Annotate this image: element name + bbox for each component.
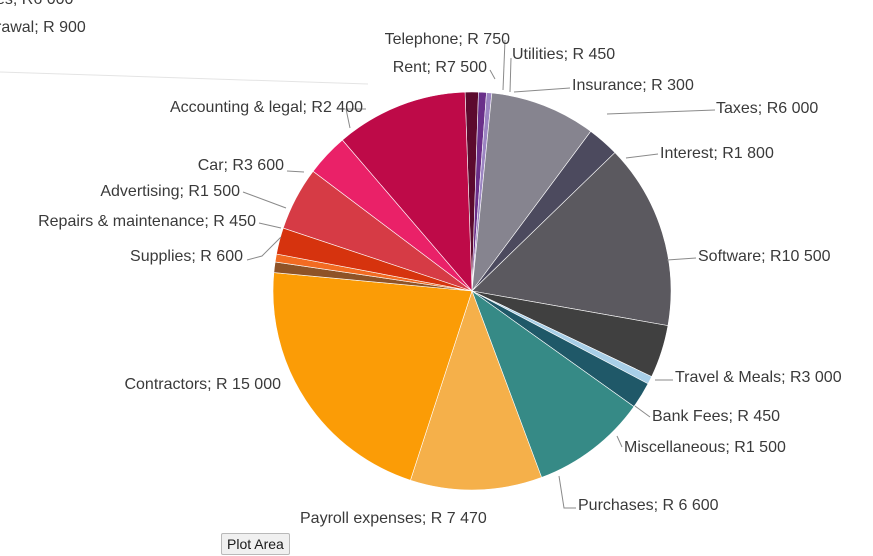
leader-line-15 (286, 170, 305, 173)
data-label-7: Bank Fees; R 450 (652, 408, 780, 425)
pie-slice-3[interactable] (471, 92, 592, 293)
data-label-0: Telephone; R 750 (385, 31, 511, 48)
top-left-guide-line (0, 71, 369, 85)
leader-line-3 (606, 109, 716, 115)
data-label-6: Travel & Meals; R3 000 (675, 369, 842, 386)
leader-line-14 (242, 191, 287, 209)
leader-line-8 (616, 435, 623, 448)
leader-line-12 (246, 236, 282, 261)
data-label-11: Contractors; R 15 000 (124, 376, 281, 393)
pie-slice-5[interactable] (471, 152, 672, 326)
cutoff-labels: es; R6 000 rawal; R 900 (0, 0, 86, 36)
leader-line-16 (345, 108, 366, 129)
data-label-10: Payroll expenses; R 7 470 (300, 510, 487, 527)
leader-line-13 (258, 222, 282, 229)
leader-line-0 (502, 39, 506, 91)
leader-line-9 (558, 475, 576, 509)
data-label-1: Utilities; R 450 (512, 46, 615, 63)
cutoff-label-0: es; R6 000 (0, 0, 73, 8)
plot-area-tooltip: Plot Area (221, 533, 290, 555)
pie-slice-11[interactable] (272, 272, 473, 481)
data-label-4: Interest; R1 800 (660, 145, 774, 162)
pie-slices (272, 91, 672, 491)
data-label-13: Repairs & maintenance; R 450 (38, 213, 256, 230)
leader-line-4 (625, 153, 659, 159)
data-label-16: Accounting & legal; R2 400 (170, 99, 363, 116)
cutoff-label-1: rawal; R 900 (0, 19, 86, 36)
data-label-15: Car; R3 600 (198, 157, 284, 174)
data-label-2: Insurance; R 300 (572, 77, 694, 94)
data-label-8: Miscellaneous; R1 500 (624, 439, 786, 456)
pie-slice-10[interactable] (410, 290, 542, 491)
leader-line-7 (634, 405, 651, 418)
leader-line-1 (509, 57, 512, 93)
leader-line-17 (489, 69, 496, 80)
leader-line-5 (666, 257, 697, 261)
data-label-5: Software; R10 500 (698, 248, 831, 265)
leader-line-2 (513, 87, 571, 93)
pie-slice-9[interactable] (471, 290, 635, 478)
leader-lines (242, 39, 716, 509)
pie-slice-17[interactable] (341, 91, 473, 292)
data-label-12: Supplies; R 600 (130, 248, 243, 265)
data-label-3: Taxes; R6 000 (716, 100, 818, 117)
data-label-9: Purchases; R 6 600 (578, 497, 719, 514)
data-label-14: Advertising; R1 500 (100, 183, 240, 200)
data-label-17: Rent; R7 500 (393, 59, 487, 76)
